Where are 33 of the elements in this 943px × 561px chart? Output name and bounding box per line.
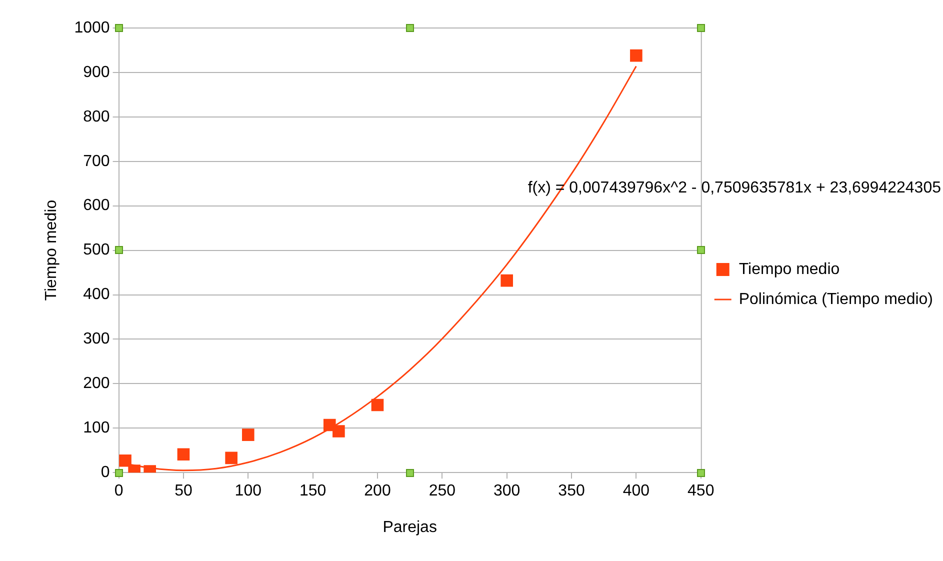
x-tick-label: 200 [364, 482, 391, 500]
x-tick-label: 0 [114, 482, 124, 500]
y-tick-label: 0 [100, 464, 110, 482]
y-tick-label: 500 [83, 242, 110, 259]
point [225, 452, 238, 464]
x-tick-label: 150 [299, 482, 326, 500]
x-tick-label: 100 [234, 482, 262, 500]
point [177, 448, 190, 461]
point [332, 425, 345, 438]
y-tick-label: 100 [83, 420, 110, 437]
x-tick-label: 450 [688, 482, 714, 500]
point [500, 274, 513, 287]
y-tick-label: 200 [83, 375, 110, 392]
y-tick-label: 900 [83, 64, 110, 81]
y-tick-label: 300 [83, 330, 110, 348]
x-tick-label: 350 [558, 482, 585, 500]
x-tick-label: 400 [622, 482, 650, 500]
y-tick-label: 800 [83, 108, 110, 126]
y-tick-label: 400 [83, 286, 110, 304]
x-axis-title: Parejas [382, 518, 437, 536]
point [371, 398, 384, 412]
legend-label: Polinómica (Tiempo medio) [738, 290, 933, 308]
x-tick-label: 300 [493, 482, 520, 500]
point [630, 49, 642, 62]
point [119, 454, 132, 467]
point [242, 428, 254, 441]
y-tick-label: 1000 [74, 19, 110, 36]
x-tick-label: 250 [428, 482, 456, 500]
x-tick-label: 50 [174, 482, 192, 500]
y-axis-title: Tiempo medio [43, 200, 60, 301]
y-tick-label: 700 [83, 152, 110, 170]
y-tick-label: 600 [83, 197, 110, 214]
legend-label: Tiempo medio [738, 260, 840, 278]
